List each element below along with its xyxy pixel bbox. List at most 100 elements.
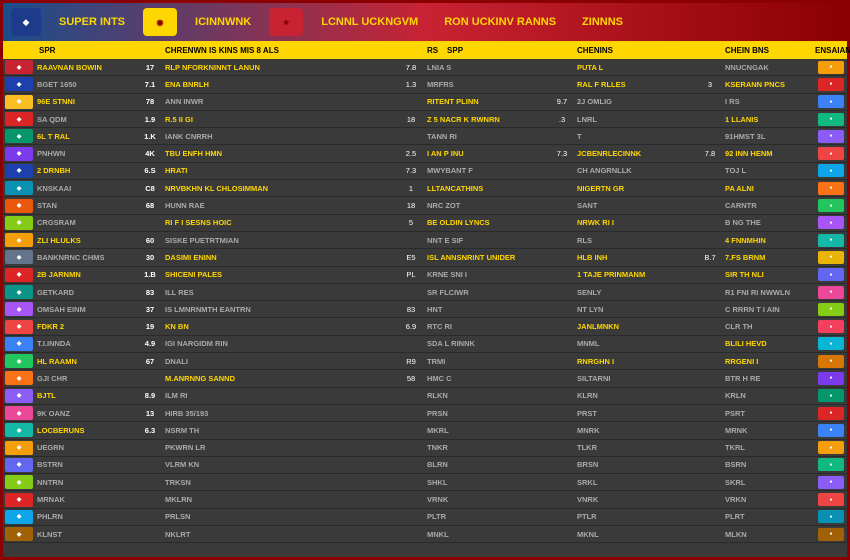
table-row[interactable]: LNRL: [573, 111, 721, 128]
table-row[interactable]: VNRK: [573, 491, 721, 508]
table-row[interactable]: RITENT PLINN9.7: [423, 94, 573, 111]
table-row[interactable]: MWYBANT F: [423, 163, 573, 180]
table-row[interactable]: PLRT●: [721, 509, 847, 526]
table-row[interactable]: MKNL: [573, 526, 721, 543]
table-row[interactable]: RNRGHN I: [573, 353, 721, 370]
table-row[interactable]: BSRN●: [721, 457, 847, 474]
table-row[interactable]: SIR TH NLI●: [721, 267, 847, 284]
table-row[interactable]: CLR TH●: [721, 318, 847, 335]
table-row[interactable]: KSERANN PNCS●: [721, 76, 847, 93]
table-row[interactable]: DNALIR9: [161, 353, 423, 370]
table-row[interactable]: SHICENI PALESPL: [161, 267, 423, 284]
table-row[interactable]: KRNE SNI I: [423, 267, 573, 284]
table-row[interactable]: NT LYN: [573, 301, 721, 318]
table-row[interactable]: BLRN: [423, 457, 573, 474]
table-row[interactable]: VRKN●: [721, 491, 847, 508]
table-row[interactable]: JCBENRLECINNK7.8: [573, 145, 721, 162]
table-row[interactable]: HNT: [423, 301, 573, 318]
table-row[interactable]: ◆FDKR 219: [3, 318, 161, 335]
table-row[interactable]: ◆SA QDM1.9: [3, 111, 161, 128]
table-row[interactable]: SHKL: [423, 474, 573, 491]
table-row[interactable]: HMC C: [423, 370, 573, 387]
table-row[interactable]: MLKN●: [721, 526, 847, 543]
table-row[interactable]: TANN RI: [423, 128, 573, 145]
table-row[interactable]: ◆9K OANZ13: [3, 405, 161, 422]
table-row[interactable]: PUTA L: [573, 59, 721, 76]
table-row[interactable]: SKRL●: [721, 474, 847, 491]
table-row[interactable]: RLKN: [423, 388, 573, 405]
table-row[interactable]: MNML: [573, 336, 721, 353]
table-row[interactable]: NRC ZOT: [423, 197, 573, 214]
table-row[interactable]: NIGERTN GR: [573, 180, 721, 197]
table-row[interactable]: TRMI: [423, 353, 573, 370]
table-row[interactable]: ◆96E STNNI78: [3, 94, 161, 111]
table-row[interactable]: 7.FS BRNM●: [721, 249, 847, 266]
table-row[interactable]: KN BN6.9: [161, 318, 423, 335]
table-row[interactable]: PKWRN LR: [161, 440, 423, 457]
table-row[interactable]: PRST: [573, 405, 721, 422]
table-row[interactable]: ◆OMSAH EINM37: [3, 301, 161, 318]
table-row[interactable]: ◆BJTL8.9: [3, 388, 161, 405]
table-row[interactable]: M.ANRNNG SANND58: [161, 370, 423, 387]
table-row[interactable]: PTLR: [573, 509, 721, 526]
table-row[interactable]: CH ANGRNLLK: [573, 163, 721, 180]
table-row[interactable]: ◆HL RAAMN67: [3, 353, 161, 370]
table-row[interactable]: TNKR: [423, 440, 573, 457]
table-row[interactable]: CARNTR●: [721, 197, 847, 214]
tab-2[interactable]: ICINNWNK: [187, 12, 259, 32]
table-row[interactable]: TOJ L●: [721, 163, 847, 180]
table-row[interactable]: SILTARNI: [573, 370, 721, 387]
table-row[interactable]: HUNN RAE18: [161, 197, 423, 214]
table-row[interactable]: ◆GETKARD83: [3, 284, 161, 301]
tab-5[interactable]: ZINNNS: [574, 12, 631, 32]
table-row[interactable]: NRWK RI I: [573, 215, 721, 232]
table-row[interactable]: RLS: [573, 232, 721, 249]
table-row[interactable]: SR FLCIWR: [423, 284, 573, 301]
tab-3[interactable]: LCNNL UCKNGVM: [313, 12, 426, 32]
table-row[interactable]: ◆BGET 16507.1: [3, 76, 161, 93]
table-row[interactable]: C RRRN T I AIN●: [721, 301, 847, 318]
table-row[interactable]: HRATI7.3: [161, 163, 423, 180]
table-row[interactable]: ◆2B JARNMN1.B: [3, 267, 161, 284]
table-row[interactable]: SISKE PUETRTMIAN: [161, 232, 423, 249]
table-row[interactable]: NSRM TH: [161, 422, 423, 439]
tab-4[interactable]: RON UCKINV RANNS: [436, 12, 564, 32]
table-row[interactable]: R.5 II GI18: [161, 111, 423, 128]
table-row[interactable]: SENLY: [573, 284, 721, 301]
table-row[interactable]: RAL F RLLES3: [573, 76, 721, 93]
table-row[interactable]: TKRL●: [721, 440, 847, 457]
table-row[interactable]: IANK CNRRH: [161, 128, 423, 145]
table-row[interactable]: RRGENI I●: [721, 353, 847, 370]
table-row[interactable]: MKLRN: [161, 491, 423, 508]
table-row[interactable]: MNRK: [573, 422, 721, 439]
table-row[interactable]: NRVBKHN KL CHLOSIMMAN1: [161, 180, 423, 197]
table-row[interactable]: ◆STAN68: [3, 197, 161, 214]
table-row[interactable]: B NG THE●: [721, 215, 847, 232]
table-row[interactable]: HLB INHB.7: [573, 249, 721, 266]
table-row[interactable]: BE OLDIN LYNCS: [423, 215, 573, 232]
table-row[interactable]: ◆NNTRN: [3, 474, 161, 491]
table-row[interactable]: NNT E SIF: [423, 232, 573, 249]
table-row[interactable]: LNIA S: [423, 59, 573, 76]
table-row[interactable]: ◆2 DRNBH6.S: [3, 163, 161, 180]
table-row[interactable]: BLILI HEVD●: [721, 336, 847, 353]
table-row[interactable]: ◆MRNAK: [3, 491, 161, 508]
table-row[interactable]: ◆LOCBERUNS6.3: [3, 422, 161, 439]
table-row[interactable]: RLP NFORKNINNT LANUN7.8: [161, 59, 423, 76]
table-row[interactable]: ◆CRGSRAM: [3, 215, 161, 232]
table-row[interactable]: ◆BANKNRNC CHMS30: [3, 249, 161, 266]
table-row[interactable]: T: [573, 128, 721, 145]
table-row[interactable]: DASIMI ENINNE5: [161, 249, 423, 266]
table-row[interactable]: VRNK: [423, 491, 573, 508]
table-row[interactable]: HIRB 35/193: [161, 405, 423, 422]
table-row[interactable]: RI F I SESNS HOIC5: [161, 215, 423, 232]
table-row[interactable]: MRFRS: [423, 76, 573, 93]
table-row[interactable]: PA ALNI●: [721, 180, 847, 197]
table-row[interactable]: LLTANCATHINS: [423, 180, 573, 197]
table-row[interactable]: ◆GJI CHR: [3, 370, 161, 387]
table-row[interactable]: 2J OMLIG: [573, 94, 721, 111]
table-row[interactable]: 91HMST 3L●: [721, 128, 847, 145]
table-row[interactable]: ILL RES: [161, 284, 423, 301]
table-row[interactable]: MKRL: [423, 422, 573, 439]
table-row[interactable]: PLTR: [423, 509, 573, 526]
